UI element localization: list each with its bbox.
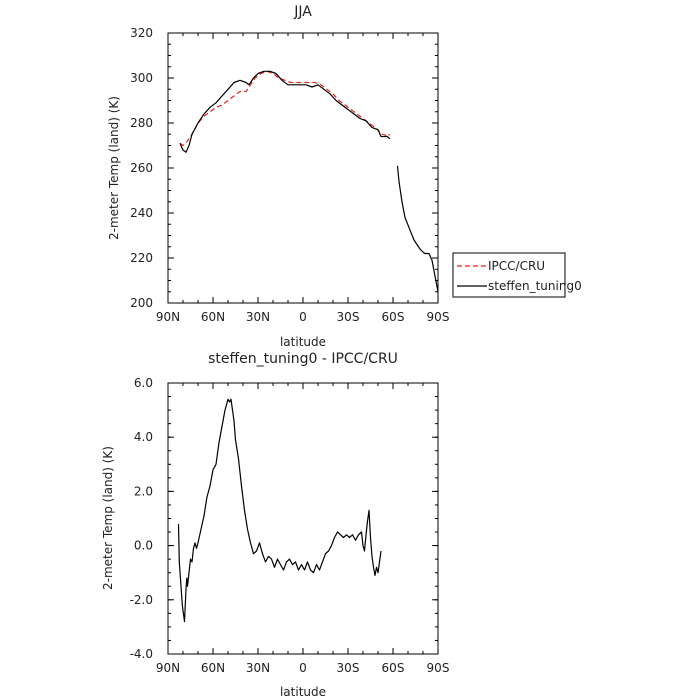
x-tick-label: 0 (299, 661, 307, 675)
y-axis-label: 2-meter Temp (land) (K) (101, 446, 115, 590)
x-axis: 90N 60N 30N 0 30S 60S 90S (156, 33, 450, 324)
y-tick-label: 200 (130, 296, 153, 310)
y-tick-label: 220 (130, 251, 153, 265)
series-group (177, 398, 382, 623)
x-tick-label: 0 (299, 310, 307, 324)
legend: IPCC/CRU steffen_tuning0 (452, 252, 582, 298)
legend-label-ipcc-cru: IPCC/CRU (488, 259, 545, 273)
x-tick-label: 60N (201, 661, 225, 675)
y-tick-label: -4.0 (130, 647, 153, 661)
x-tick-label: 30N (246, 661, 270, 675)
legend-label-steffen-tuning0: steffen_tuning0 (488, 279, 582, 293)
y-axis-label: 2-meter Temp (land) (K) (107, 96, 121, 240)
chart-panel-temperature: JJA 90N 60N 30N 0 30S 60S 90S 200 220 240 260 280 3… (107, 4, 449, 349)
y-tick-label: 320 (130, 26, 153, 40)
x-tick-label: 90N (156, 310, 180, 324)
y-tick-label: 6.0 (134, 376, 153, 390)
x-tick-label: 90S (427, 661, 450, 675)
y-axis: 200 220 240 260 280 300 320 (130, 26, 438, 310)
y-tick-label: 0.0 (134, 539, 153, 553)
y-tick-label: 2.0 (134, 484, 153, 498)
x-tick-label: 60S (382, 310, 405, 324)
x-axis: 90N 60N 30N 0 30S 60S 90S (156, 383, 450, 675)
y-tick-label: 4.0 (134, 430, 153, 444)
series-line-difference (177, 398, 382, 623)
series-line-steffen-tuning0 (396, 165, 439, 292)
x-tick-label: 30S (337, 310, 360, 324)
series-group (179, 70, 439, 292)
y-axis: -4.0 -2.0 0.0 2.0 4.0 6.0 (130, 376, 438, 661)
y-tick-label: 240 (130, 206, 153, 220)
x-axis-label: latitude (280, 685, 326, 699)
chart-panel-difference: steffen_tuning0 - IPCC/CRU 90N 60N 30N 0 30S… (101, 351, 449, 699)
legend-box (452, 252, 566, 298)
y-tick-label: 260 (130, 161, 153, 175)
x-tick-label: 30N (246, 310, 270, 324)
chart-title: steffen_tuning0 - IPCC/CRU (208, 351, 398, 367)
y-tick-label: 300 (130, 71, 153, 85)
x-tick-label: 60N (201, 310, 225, 324)
x-tick-label: 60S (382, 661, 405, 675)
x-tick-label: 90N (156, 661, 180, 675)
x-tick-label: 90S (427, 310, 450, 324)
x-tick-label: 30S (337, 661, 360, 675)
x-axis-label: latitude (280, 335, 326, 349)
series-line-steffen-tuning0 (179, 70, 391, 153)
y-tick-label: 280 (130, 116, 153, 130)
y-tick-label: -2.0 (130, 593, 153, 607)
chart-title: JJA (293, 4, 312, 20)
plot-frame (167, 382, 439, 655)
